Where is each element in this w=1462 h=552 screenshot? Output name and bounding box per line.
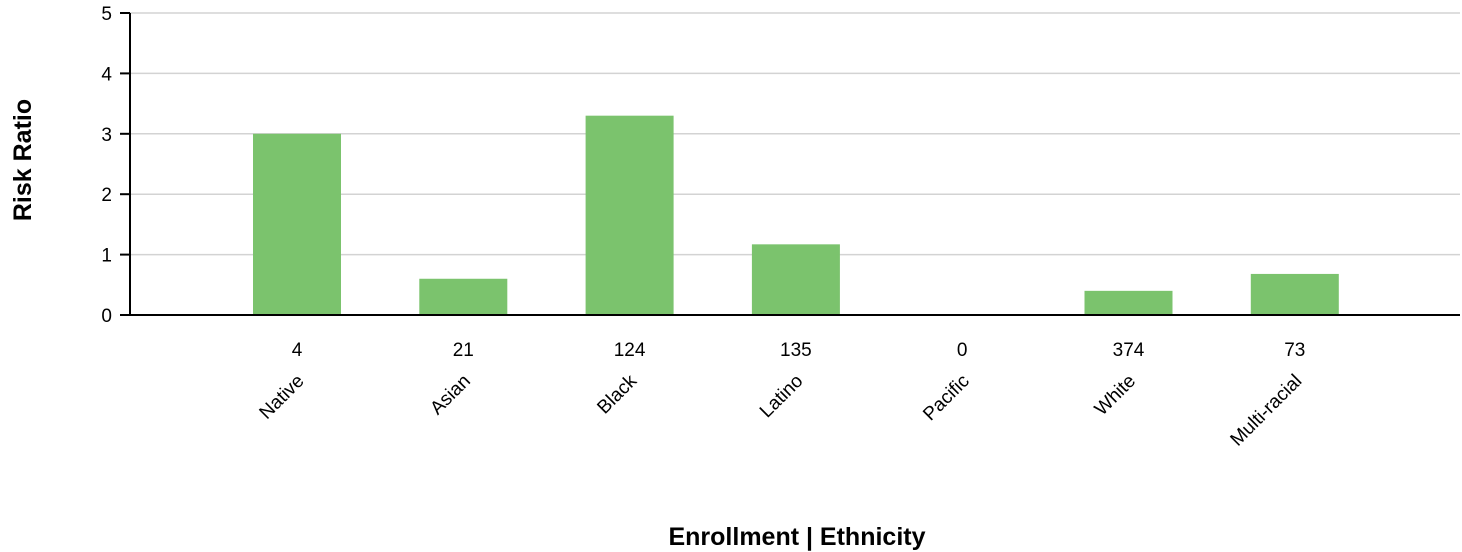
y-tick-label: 0: [101, 306, 112, 327]
bar-asian[interactable]: [419, 278, 508, 315]
enrollment-label: 21: [453, 340, 474, 361]
category-label: Pacific: [919, 371, 973, 425]
bar-black[interactable]: [585, 115, 674, 316]
enrollment-label: 0: [957, 340, 968, 361]
gridlines: [130, 12, 1460, 256]
category-label: Black: [593, 370, 641, 418]
enrollment-label: 135: [780, 340, 812, 361]
category-label: Asian: [426, 371, 474, 419]
enrollment-label: 374: [1113, 340, 1145, 361]
bars: [253, 115, 1339, 316]
category-label: Latino: [756, 371, 807, 422]
y-tick-label: 4: [101, 64, 112, 85]
y-axis-title: Risk Ratio: [9, 99, 37, 221]
y-tick-label: 2: [101, 185, 112, 206]
bar-white[interactable]: [1084, 290, 1173, 315]
bar-latino[interactable]: [751, 244, 840, 315]
y-tick-label: 3: [101, 125, 112, 146]
enrollment-label: 4: [292, 340, 303, 361]
category-label: Multi-racial: [1227, 371, 1307, 451]
x-axis-title: Enrollment | Ethnicity: [668, 523, 925, 551]
category-label: Native: [256, 371, 309, 424]
bar-native[interactable]: [253, 133, 341, 315]
bar-multi-racial[interactable]: [1250, 273, 1339, 315]
y-tick-label: 5: [101, 4, 112, 25]
enrollment-label: 73: [1284, 340, 1305, 361]
y-tick-label: 1: [101, 246, 112, 267]
axes: [120, 12, 1460, 316]
category-label: White: [1091, 371, 1140, 420]
enrollment-label: 124: [614, 340, 646, 361]
